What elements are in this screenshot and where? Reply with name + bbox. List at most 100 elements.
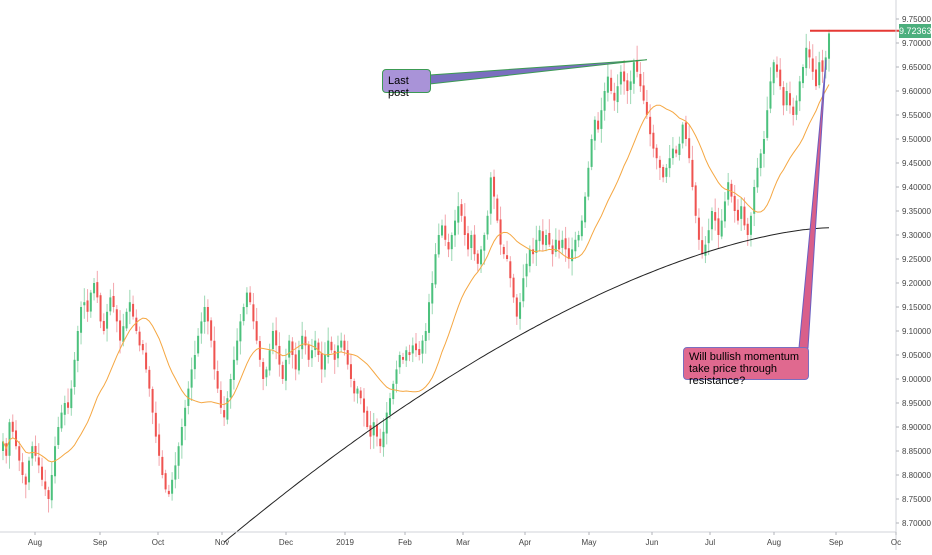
y-tick-label: 9.70000 <box>902 39 931 48</box>
candle-body <box>473 234 476 255</box>
candle-body <box>60 412 63 429</box>
y-tick-label: 9.50000 <box>902 135 931 144</box>
candle-body <box>493 176 496 197</box>
candle-body <box>167 490 170 495</box>
candle-body <box>769 81 772 109</box>
candle-body <box>577 235 580 241</box>
candle-body <box>288 340 291 358</box>
annotation-bullish-momentum-text: Will bullish momentum take price through… <box>689 351 800 387</box>
x-tick-label: May <box>581 538 596 547</box>
candle-body <box>8 422 11 456</box>
candle-body <box>141 344 144 351</box>
candle-body <box>405 350 408 361</box>
candle-body <box>80 307 83 333</box>
candle-body <box>801 67 804 84</box>
candle-body <box>349 364 352 379</box>
candle-body <box>457 206 460 223</box>
candle-body <box>336 345 339 359</box>
candle-body <box>691 159 694 187</box>
candle-body <box>571 249 574 262</box>
candle-body <box>548 232 551 245</box>
candle-body <box>122 326 125 342</box>
candle-body <box>327 340 330 357</box>
x-tick-label: Dec <box>279 538 293 547</box>
annotation-bullish-momentum[interactable]: Will bullish momentum take price through… <box>683 347 809 387</box>
candle-body <box>200 321 203 334</box>
y-tick-label: 9.55000 <box>902 111 931 120</box>
candle-body <box>645 101 648 115</box>
candle-body <box>424 331 427 341</box>
candle-body <box>717 218 720 235</box>
candle-body <box>688 138 691 159</box>
y-tick-label: 9.10000 <box>902 327 931 336</box>
candle-body <box>385 412 388 434</box>
candle-body <box>587 167 590 197</box>
candle-body <box>398 355 401 368</box>
candle-body <box>34 445 37 456</box>
candle-body <box>759 153 762 169</box>
candle-body <box>353 380 356 394</box>
annotation-last-post-text: Last post <box>388 75 409 99</box>
candle-body <box>788 93 791 106</box>
candle-body <box>805 47 808 69</box>
annotation-last-post[interactable]: Last post <box>382 69 431 99</box>
candle-body <box>57 427 60 445</box>
candle-body <box>187 388 190 406</box>
candle-body <box>73 359 76 387</box>
candle-body <box>148 369 151 389</box>
candle-body <box>678 143 681 155</box>
candle-body <box>545 235 548 246</box>
candle-body <box>499 219 502 245</box>
candle-body <box>83 302 86 306</box>
candle-body <box>619 71 622 85</box>
candle-body <box>749 215 752 235</box>
candle-body <box>197 335 200 354</box>
y-tick-label: 9.05000 <box>902 351 931 360</box>
candle-body <box>431 283 434 304</box>
candle-body <box>203 307 206 322</box>
candle-body <box>795 100 798 115</box>
candle-body <box>171 479 174 494</box>
candle-body <box>808 49 811 58</box>
candle-body <box>135 317 138 331</box>
candle-body <box>779 69 782 87</box>
candle-body <box>145 352 148 370</box>
candle-body <box>434 254 437 285</box>
candle-body <box>366 410 369 427</box>
candle-body <box>538 230 541 242</box>
candle-body <box>489 177 492 214</box>
candle-body <box>658 159 661 168</box>
candle-body <box>740 206 743 219</box>
candle-body <box>125 311 128 329</box>
candle-body <box>115 309 118 322</box>
candle-body <box>252 304 255 322</box>
candle-body <box>414 343 418 351</box>
candle-body <box>297 350 300 371</box>
candle-body <box>811 58 814 72</box>
candle-body <box>223 410 226 418</box>
candle-body <box>236 340 239 361</box>
candle-body <box>525 263 528 277</box>
moving-averages-group <box>2 84 830 543</box>
candle-body <box>506 255 509 259</box>
candle-body <box>193 355 196 370</box>
candle-body <box>132 303 135 317</box>
candle-body <box>639 73 642 87</box>
candle-body <box>28 460 31 483</box>
candle-body <box>395 369 398 384</box>
x-tick-label: Aug <box>767 538 781 547</box>
candle-body <box>720 220 723 237</box>
x-tick-label: Nov <box>215 538 229 547</box>
candle-body <box>284 359 287 381</box>
candle-body <box>47 490 50 499</box>
candle-body <box>593 119 596 141</box>
candle-body <box>681 124 684 144</box>
candle-body <box>629 81 632 90</box>
candle-body <box>671 148 674 159</box>
candle-body <box>281 365 284 379</box>
candle-body <box>37 457 40 466</box>
candle-body <box>636 59 639 72</box>
y-tick-label: 9.00000 <box>902 375 931 384</box>
x-tick-label: Apr <box>519 538 532 547</box>
